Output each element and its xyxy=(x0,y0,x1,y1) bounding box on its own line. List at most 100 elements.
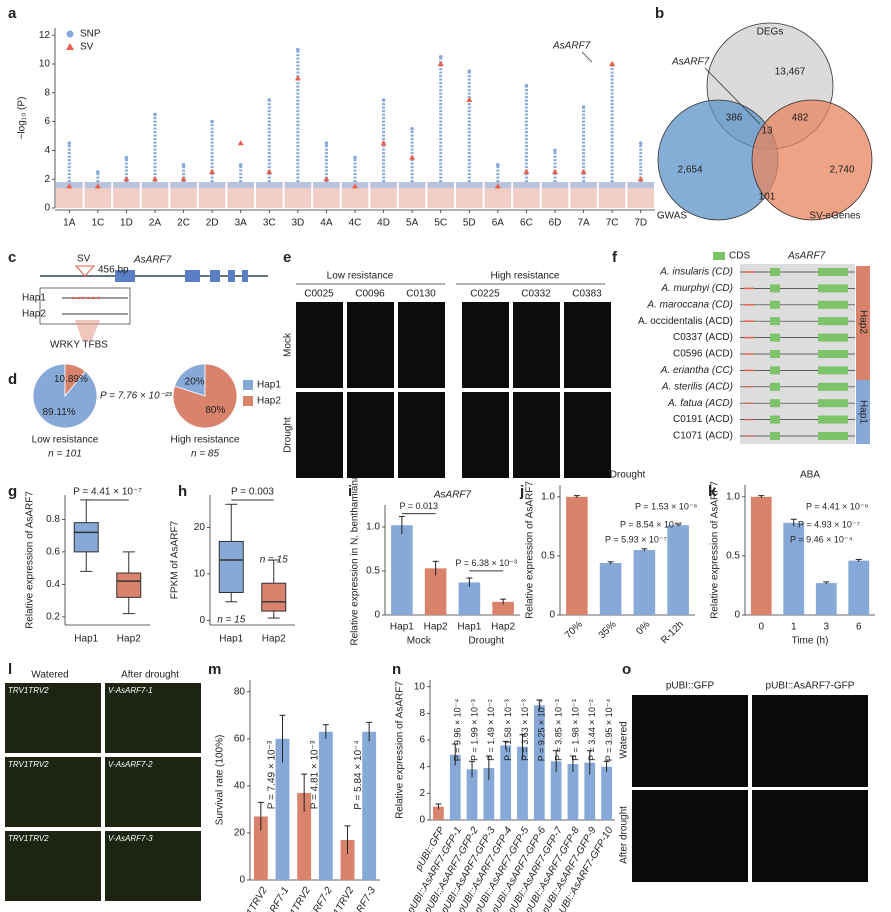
cds xyxy=(818,333,848,342)
y-tick-label: 0.5 xyxy=(366,566,380,577)
x-tick-label: 6A xyxy=(492,218,505,229)
panel-letter: c xyxy=(8,249,16,266)
hap2-bar xyxy=(856,266,870,380)
annotation: P = 1.58 × 10⁻³ xyxy=(503,699,513,761)
x-tick-label: Hap2 xyxy=(491,622,515,633)
accession: C0337 (ACD) xyxy=(673,332,733,343)
panel-letter: i xyxy=(348,483,352,500)
y-axis-label: Relative expression of AsARF7 xyxy=(395,681,406,819)
pie-slice xyxy=(172,363,238,429)
annotation: P = 8.54 × 10⁻⁷ xyxy=(620,519,682,529)
x-tick-label: 1A xyxy=(63,218,76,229)
bar xyxy=(567,764,579,820)
bar xyxy=(750,496,772,615)
snp-top xyxy=(467,69,472,73)
x-tick-label: Hap2 xyxy=(424,622,448,633)
photo-label: TRV1TRV2 xyxy=(8,686,49,695)
cds xyxy=(770,432,780,440)
legend-marker xyxy=(66,43,74,50)
annotation: P = 1.99 × 10⁻³ xyxy=(469,699,479,761)
group-label: High resistance xyxy=(491,271,560,282)
y-tick-label: 40 xyxy=(234,781,246,792)
y-tick-label: 2 xyxy=(419,788,425,799)
x-tick-label: 5C xyxy=(434,218,447,229)
bar xyxy=(466,769,478,820)
x-tick-label: 6D xyxy=(549,218,562,229)
y-tick-label: 0 xyxy=(734,610,740,621)
x-tick-label: 4D xyxy=(377,218,390,229)
f-legend xyxy=(713,252,725,260)
cds xyxy=(818,366,848,375)
hap-label: Hap2 xyxy=(857,310,868,334)
sv-marker xyxy=(237,140,244,146)
line-label: C0096 xyxy=(355,289,385,300)
x-tick-label: 4C xyxy=(349,218,362,229)
snp-top xyxy=(267,98,272,102)
y-tick-label: 60 xyxy=(234,733,246,744)
y-tick-label: 12 xyxy=(39,30,51,41)
venn-count: 386 xyxy=(726,113,743,124)
photo-label: V-AsARF7-2 xyxy=(108,760,153,769)
x-tick-label: 2C xyxy=(177,218,190,229)
panel-letter: a xyxy=(8,5,17,22)
venn-count: 101 xyxy=(759,192,776,203)
snp-band xyxy=(170,182,197,189)
sv-marker xyxy=(74,265,96,277)
snp-band xyxy=(513,182,540,189)
photo xyxy=(564,302,611,388)
y-axis-label: Relative expression of AsARF7 xyxy=(710,481,721,619)
exon xyxy=(242,270,248,282)
panel-letter: l xyxy=(8,661,12,678)
sv-marker xyxy=(94,183,101,189)
photo xyxy=(296,392,343,478)
x-tick-label: 7C xyxy=(606,218,619,229)
bar xyxy=(848,560,870,615)
venn-count: 13,467 xyxy=(775,67,806,78)
cds xyxy=(770,333,780,342)
annotation: P = 1.49 × 10⁻² xyxy=(486,699,496,761)
cds xyxy=(818,268,848,276)
col-label: pUBI::GFP xyxy=(666,681,715,692)
photo xyxy=(513,302,560,388)
cds xyxy=(770,284,780,293)
y-tick-label: 0 xyxy=(419,815,425,826)
tfbs-wedge xyxy=(75,320,100,340)
photo-label: TRV1TRV2 xyxy=(8,760,49,769)
zoom-box xyxy=(39,287,131,325)
y-axis-label: Relative expression in N. benthamiana xyxy=(350,474,361,646)
photo-label: V-AsARF7-1 xyxy=(108,686,153,695)
venn-arrow xyxy=(704,67,761,125)
x-tick-label: Hap1 xyxy=(390,622,414,633)
snp-band xyxy=(256,182,283,189)
sv-marker xyxy=(523,169,530,174)
x-tick-label: 3A xyxy=(235,218,248,229)
annotation: n = 15 xyxy=(217,615,246,626)
cds xyxy=(770,382,780,391)
sv-marker xyxy=(266,169,273,174)
cds xyxy=(818,415,848,424)
accession: C1071 (ACD) xyxy=(673,431,733,442)
pie-title: Low resistance xyxy=(32,435,99,446)
snp-band xyxy=(627,182,654,189)
gene-label: AsARF7 xyxy=(787,251,826,262)
row-label: Watered xyxy=(619,721,630,758)
x-tick-label: 0% xyxy=(634,619,652,637)
group-label: Drought xyxy=(468,636,504,647)
bar xyxy=(783,522,805,615)
bar xyxy=(424,568,447,615)
snp-band xyxy=(370,182,397,189)
annotation: P = 0.003 xyxy=(231,487,274,498)
x-tick-label: R-12h xyxy=(659,619,686,646)
y-tick-label: 0.4 xyxy=(46,579,60,590)
snp-band xyxy=(113,182,140,189)
sv-marker xyxy=(494,183,501,189)
photo xyxy=(632,790,748,882)
venn-count: 482 xyxy=(792,113,809,124)
accession: A. sterilis (ACD) xyxy=(661,381,733,392)
y-axis-label: Relative expression of AsARF7 xyxy=(525,481,536,619)
venn-gene: AsARF7 xyxy=(671,57,710,68)
cds xyxy=(770,350,780,358)
cds xyxy=(818,382,848,391)
panel-letter: m xyxy=(208,661,221,678)
venn-count: 2,654 xyxy=(677,165,702,176)
